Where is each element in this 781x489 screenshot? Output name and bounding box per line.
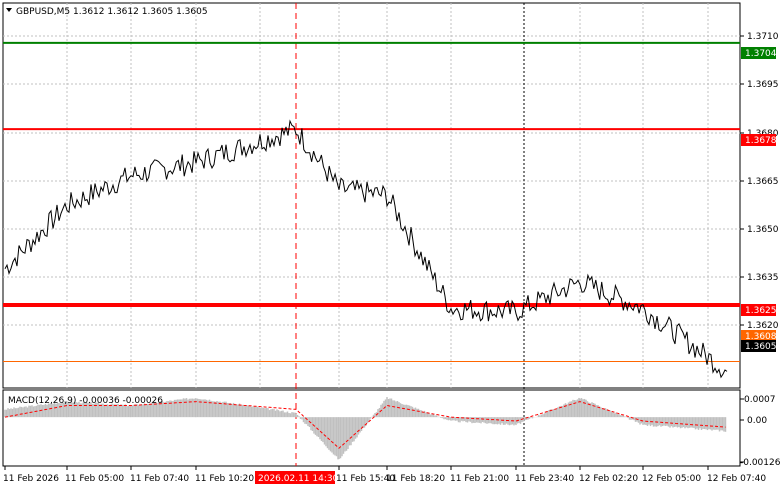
time-highlight: [255, 471, 335, 484]
price-tick: 1.3620: [747, 321, 779, 331]
time-label: 12 Feb 05:00: [642, 474, 701, 484]
time-label: 11 Feb 15:40: [336, 474, 395, 484]
macd-tick: 0.0007: [744, 395, 776, 405]
time-label: 11 Feb 10:20: [195, 474, 254, 484]
time-highlight-label: 2026.02.11 14:30: [258, 474, 339, 484]
time-label: 11 Feb 18:20: [386, 474, 445, 484]
level-tags: 1.3704 1.3678 1.3625 1.3608 1.3605: [741, 47, 777, 352]
time-label: 11 Feb 05:00: [65, 474, 124, 484]
macd-pane: [2, 389, 741, 467]
macd-title: MACD(12,26,9) -0.00036 -0.00026: [8, 396, 163, 406]
time-label: 11 Feb 23:40: [515, 474, 574, 484]
price-grid: [3, 3, 740, 388]
level-lines: [3, 41, 740, 362]
price-axis: 1.3710 1.3695 1.3680 1.3665 1.3650 1.363…: [740, 32, 779, 331]
price-tick: 1.3635: [747, 273, 779, 283]
time-label: 11 Feb 2026: [3, 474, 59, 484]
time-axis: 11 Feb 2026 11 Feb 05:00 11 Feb 07:40 11…: [3, 466, 766, 484]
time-label: 12 Feb 07:40: [707, 474, 766, 484]
price-line: [4, 119, 728, 379]
macd-tick: 0.00: [747, 416, 767, 426]
price-tick: 1.3650: [747, 225, 779, 235]
level-tag-3: [741, 304, 776, 316]
time-label: 12 Feb 02:20: [579, 474, 638, 484]
level-tag-3-text: 1.3625: [745, 306, 777, 316]
current-price-tag-text: 1.3605: [745, 342, 777, 352]
level-tag-2: [741, 134, 776, 146]
price-tick: 1.3665: [747, 177, 779, 187]
level-tag-2-text: 1.3678: [745, 136, 777, 146]
level-tag-4: [741, 330, 776, 342]
symbol-header: GBPUSD,M5 1.3612 1.3612 1.3605 1.3605: [16, 7, 208, 17]
macd-tick: -0.00126: [740, 458, 781, 468]
price-tick: 1.3695: [747, 80, 779, 90]
dropdown-triangle-icon[interactable]: [6, 8, 12, 12]
macd-signal-line: [4, 401, 726, 449]
level-tag-1-text: 1.3704: [745, 49, 777, 59]
time-label: 11 Feb 21:00: [450, 474, 509, 484]
price-pane: [2, 2, 741, 389]
level-tag-1: [741, 47, 776, 59]
level-tag-4-text: 1.3608: [745, 332, 777, 342]
time-label: 11 Feb 07:40: [130, 474, 189, 484]
current-price-tag: [741, 340, 776, 352]
price-tick: 1.3710: [747, 32, 779, 42]
